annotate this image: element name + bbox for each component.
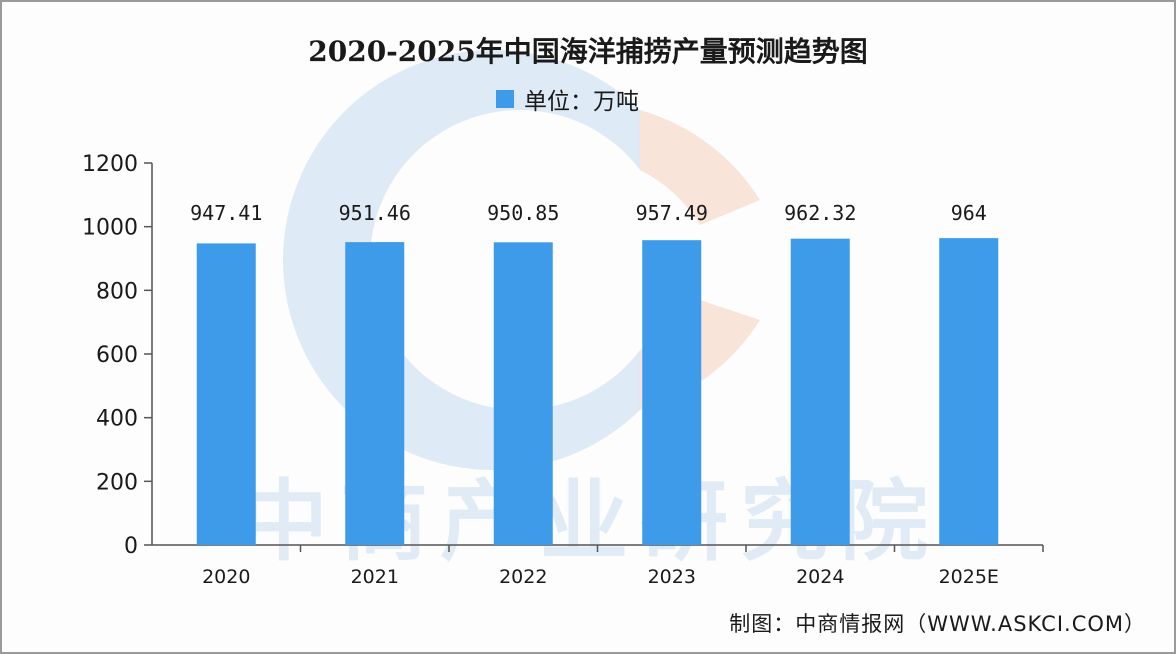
watermark-arc-orange bbox=[640, 110, 760, 225]
data-label: 947.41 bbox=[190, 201, 262, 225]
y-tick-label: 1200 bbox=[82, 152, 138, 177]
bar-series bbox=[196, 238, 999, 546]
data-label: 957.49 bbox=[636, 201, 708, 225]
legend-label: 单位：万吨 bbox=[524, 89, 639, 115]
data-label: 950.85 bbox=[487, 201, 559, 225]
y-tick-label: 800 bbox=[96, 279, 138, 304]
y-axis-ticks: 0 200 400 600 800 1000 1200 bbox=[82, 152, 152, 559]
bar-2020 bbox=[196, 243, 256, 545]
bar-2022 bbox=[493, 242, 553, 545]
y-tick-label: 1000 bbox=[82, 216, 138, 241]
bar-2024 bbox=[790, 238, 850, 545]
x-axis-labels: 2020 2021 2022 2023 2024 2025E bbox=[202, 545, 1044, 588]
data-label: 951.46 bbox=[339, 201, 411, 225]
data-label: 962.32 bbox=[784, 201, 856, 225]
legend-swatch bbox=[496, 90, 514, 108]
legend: 单位：万吨 bbox=[496, 86, 639, 115]
data-labels: 947.41 951.46 950.85 957.49 962.32 964 bbox=[190, 201, 987, 225]
x-tick-label: 2024 bbox=[796, 566, 844, 588]
bar-2025E bbox=[939, 238, 999, 546]
x-tick-label: 2021 bbox=[351, 566, 399, 588]
y-tick-label: 400 bbox=[96, 407, 138, 432]
bar-2021 bbox=[345, 242, 405, 545]
x-tick-label: 2023 bbox=[648, 566, 696, 588]
footer-credit: 制图：中商情报网（WWW.ASKCI.COM） bbox=[729, 612, 1146, 636]
y-tick-label: 200 bbox=[96, 470, 138, 495]
y-tick-label: 600 bbox=[96, 343, 138, 368]
x-tick-label: 2022 bbox=[499, 566, 547, 588]
chart-title: 2020-2025年中国海洋捕捞产量预测趋势图 bbox=[308, 35, 868, 68]
data-label: 964 bbox=[951, 201, 987, 225]
y-tick-label: 0 bbox=[124, 534, 138, 559]
x-tick-label: 2020 bbox=[202, 566, 250, 588]
x-tick-label: 2025E bbox=[939, 566, 999, 588]
bar-2023 bbox=[642, 240, 702, 545]
